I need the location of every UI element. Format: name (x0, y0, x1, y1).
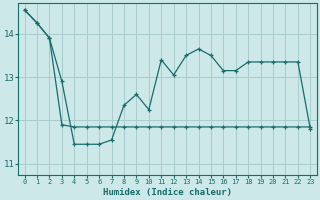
X-axis label: Humidex (Indice chaleur): Humidex (Indice chaleur) (103, 188, 232, 197)
